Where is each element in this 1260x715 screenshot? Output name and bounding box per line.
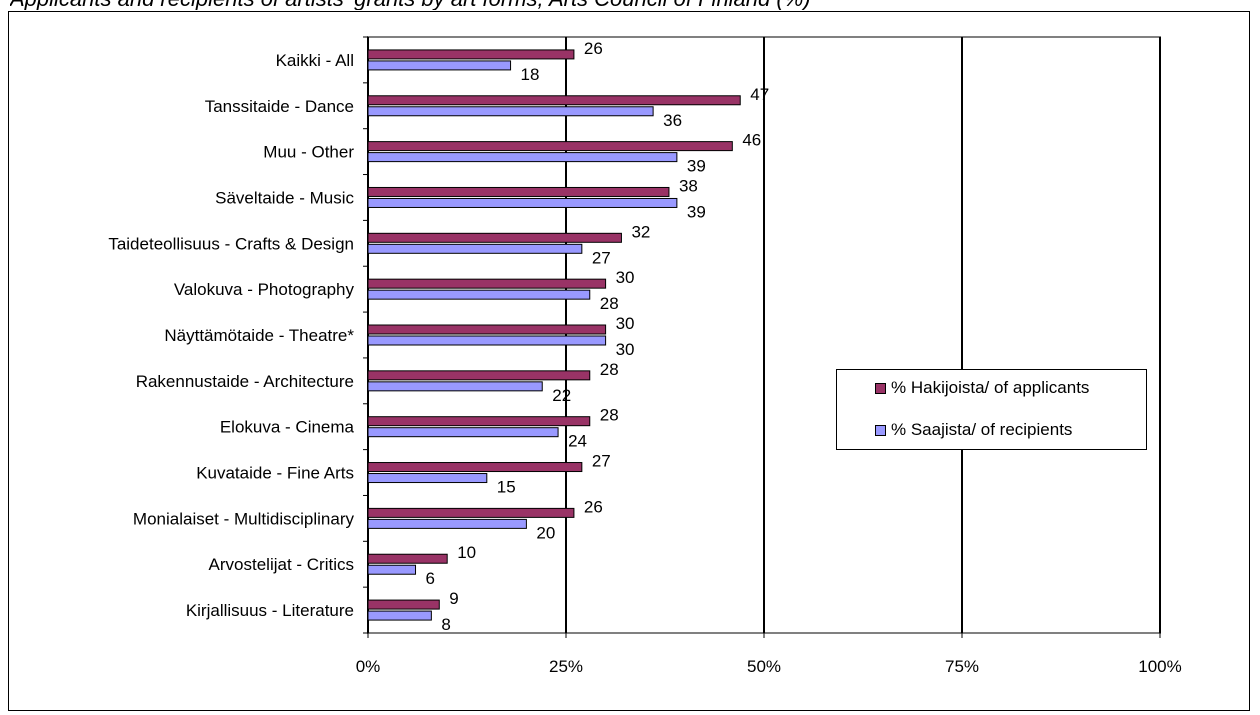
data-label: 32 [631, 222, 650, 241]
category-label: Rakennustaide - Architecture [136, 372, 354, 391]
legend-swatch-applicants [875, 382, 886, 394]
data-label: 30 [616, 314, 635, 333]
bar-applicants [367, 49, 575, 60]
x-tick-label: 50% [747, 657, 781, 676]
x-tick-label: 0% [356, 657, 381, 676]
data-label: 24 [568, 432, 587, 451]
data-label: 28 [600, 360, 619, 379]
legend-item-recipients: % Saajista/ of recipients [875, 420, 1072, 440]
data-label: 30 [616, 340, 635, 359]
bar-recipients [367, 289, 591, 300]
data-label: 28 [600, 294, 619, 313]
bar-recipients [367, 335, 607, 346]
category-label: Näyttämötaide - Theatre* [164, 326, 354, 345]
chart-title: Applicants and recipients of artists' gr… [10, 0, 1250, 10]
bar-recipients [367, 152, 678, 163]
category-label: Monialaiset - Multidisciplinary [133, 509, 355, 528]
data-label: 26 [584, 39, 603, 58]
bar-applicants [367, 370, 591, 381]
data-label: 28 [600, 406, 619, 425]
bar-applicants [367, 278, 607, 289]
category-label: Muu - Other [263, 143, 354, 162]
data-label: 15 [497, 478, 516, 497]
bar-applicants [367, 141, 733, 152]
data-label: 20 [536, 523, 555, 542]
category-label: Kirjallisuus - Literature [186, 601, 354, 620]
bar-applicants [367, 324, 607, 335]
category-label: Valokuva - Photography [174, 280, 355, 299]
category-label: Kuvataide - Fine Arts [196, 464, 354, 483]
data-label: 18 [521, 65, 540, 84]
data-label: 30 [616, 268, 635, 287]
category-label: Säveltaide - Music [215, 188, 354, 207]
bar-applicants [367, 553, 448, 564]
data-label: 6 [426, 569, 435, 588]
data-label: 9 [449, 589, 458, 608]
category-label: Taideteollisuus - Crafts & Design [108, 234, 354, 253]
data-label: 27 [592, 452, 611, 471]
bar-recipients [367, 197, 678, 208]
bar-recipients [367, 518, 527, 529]
bar-recipients [367, 381, 543, 392]
data-label: 39 [687, 157, 706, 176]
category-label: Kaikki - All [276, 51, 354, 70]
bar-applicants [367, 186, 670, 197]
data-label: 26 [584, 497, 603, 516]
data-label: 22 [552, 386, 571, 405]
data-label: 39 [687, 202, 706, 221]
data-label: 47 [750, 85, 769, 104]
legend: % Hakijoista/ of applicants % Saajista/ … [836, 369, 1147, 450]
legend-item-applicants: % Hakijoista/ of applicants [875, 378, 1089, 398]
legend-swatch-recipients [875, 424, 886, 436]
data-label: 46 [742, 131, 761, 150]
x-tick-label: 75% [945, 657, 979, 676]
x-tick-label: 100% [1138, 657, 1181, 676]
data-label: 36 [663, 111, 682, 130]
bar-applicants [367, 95, 741, 106]
data-label: 10 [457, 543, 476, 562]
bar-applicants [367, 462, 583, 473]
bar-recipients [367, 610, 432, 621]
chart-frame [8, 11, 1250, 711]
data-label: 27 [592, 248, 611, 267]
category-label: Elokuva - Cinema [220, 418, 355, 437]
bar-applicants [367, 507, 575, 518]
legend-label-recipients: % Saajista/ of recipients [891, 420, 1073, 439]
data-label: 38 [679, 176, 698, 195]
bar-applicants [367, 232, 622, 243]
bar-applicants [367, 599, 440, 610]
bar-recipients [367, 243, 583, 254]
bar-recipients [367, 427, 559, 438]
bar-recipients [367, 564, 417, 575]
x-tick-label: 25% [549, 657, 583, 676]
bar-recipients [367, 60, 512, 71]
data-label: 8 [441, 615, 450, 634]
category-label: Arvostelijat - Critics [209, 555, 354, 574]
legend-label-applicants: % Hakijoista/ of applicants [891, 378, 1090, 397]
category-label: Tanssitaide - Dance [205, 97, 354, 116]
bar-recipients [367, 106, 654, 117]
bar-recipients [367, 473, 488, 484]
bar-applicants [367, 416, 591, 427]
chart-title-text: Applicants and recipients of artists' gr… [10, 0, 811, 10]
